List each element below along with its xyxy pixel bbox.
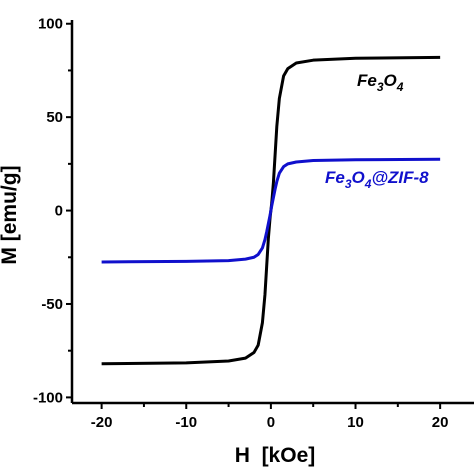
y-tick-label: 0 (55, 203, 63, 220)
series-labels: Fe3O4 Fe3O4@ZIF-8 (325, 71, 429, 191)
y-tick-label: -100 (33, 389, 63, 406)
series-line-1 (101, 157, 441, 264)
y-tick-label: -50 (41, 296, 63, 313)
y-axis-title: M [emu/g] (0, 165, 21, 264)
series-label-0: Fe3O4 (357, 71, 404, 94)
axes (70, 20, 474, 405)
x-tick-label: 10 (347, 414, 364, 431)
x-axis-title: H [kOe] (235, 444, 316, 467)
x-tick-label: -10 (175, 414, 197, 431)
x-tick-label: 0 (267, 414, 275, 431)
x-tick-label: -20 (91, 414, 113, 431)
curves (101, 55, 441, 366)
y-tick-label: 100 (38, 16, 63, 33)
x-tick-label: 20 (432, 414, 449, 431)
series-label-1: Fe3O4@ZIF-8 (325, 168, 429, 191)
y-tick-label: 50 (46, 109, 63, 126)
ticks (66, 22, 442, 409)
